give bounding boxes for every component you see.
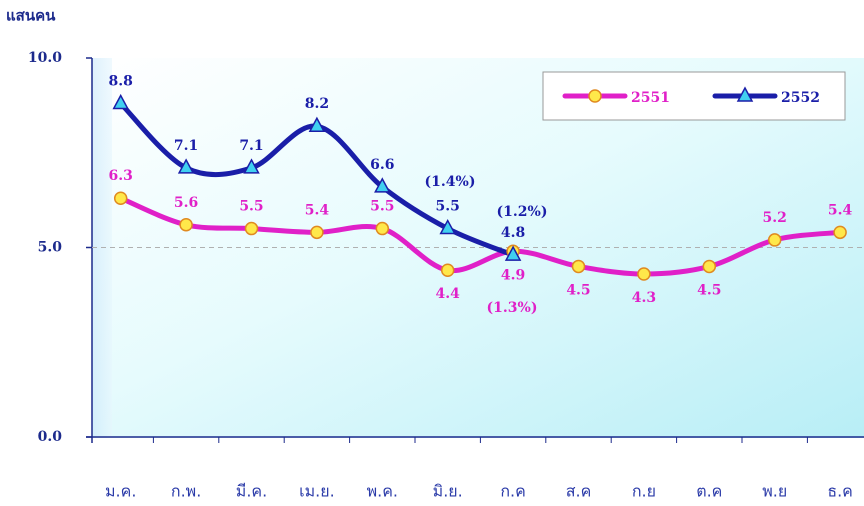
x-tick-label: พ.ค. [367,482,398,501]
x-tick-label: มิ.ย. [433,482,463,501]
legend: 2551 2552 [542,71,846,121]
data-label: 7.1 [239,138,263,154]
data-label: 4.4 [436,286,461,302]
x-tick-label: พ.ย [762,482,787,501]
x-tick-label: ก.พ. [171,482,201,501]
data-label: 7.1 [174,138,198,154]
legend-label: 2552 [781,90,820,106]
x-tick-label: ก.ย [632,482,656,501]
data-label: 4.8 [501,225,525,241]
point [243,158,260,174]
point [308,116,326,132]
point [637,267,651,281]
x-tick-label: เม.ย. [299,482,335,501]
data-label: 8.2 [305,96,329,112]
data-label: 5.5 [436,199,460,215]
point [439,218,456,235]
data-label: 5.5 [370,199,394,215]
x-tick-label: มี.ค. [236,482,267,501]
annotation: (1.2%) [497,204,548,220]
data-label: 5.4 [828,202,853,218]
data-label: 5.2 [763,210,787,226]
data-label: 4.9 [501,267,525,283]
point [244,221,259,236]
point [375,221,390,236]
y-tick-label: 10.0 [28,50,62,66]
point [310,225,324,240]
data-label: 5.6 [174,195,198,211]
point [702,259,717,274]
data-label: 5.5 [239,199,263,215]
x-tick-label: ต.ค [696,482,722,501]
data-label: 4.3 [632,290,656,306]
point [179,218,193,232]
x-tick-label: ก.ค [500,482,525,501]
y-tick-label: 5.0 [38,240,63,256]
legend-label: 2551 [631,90,670,106]
data-label: 4.5 [566,282,590,298]
point [767,233,782,247]
y-axis-label: แสนคน [6,7,56,25]
legend-marker [736,86,754,102]
x-tick-label: ธ.ค [827,482,853,501]
point [113,191,128,205]
x-tick-label: ส.ค [566,482,592,501]
data-label: 4.5 [697,282,721,298]
point [177,158,195,174]
annotation: (1.4%) [425,174,476,190]
legend-marker [588,89,602,103]
point [833,225,847,240]
data-label: 5.4 [305,202,330,218]
annotation: (1.3%) [487,300,538,316]
point [112,93,129,110]
data-label: 6.3 [109,168,133,184]
point [571,259,586,274]
data-label: 8.8 [109,73,133,89]
y-tick-label: 0.0 [38,429,63,445]
point [440,263,455,277]
data-label: 6.6 [370,157,394,173]
point [374,177,391,193]
x-tick-label: ม.ค. [105,482,136,501]
point [504,245,522,261]
